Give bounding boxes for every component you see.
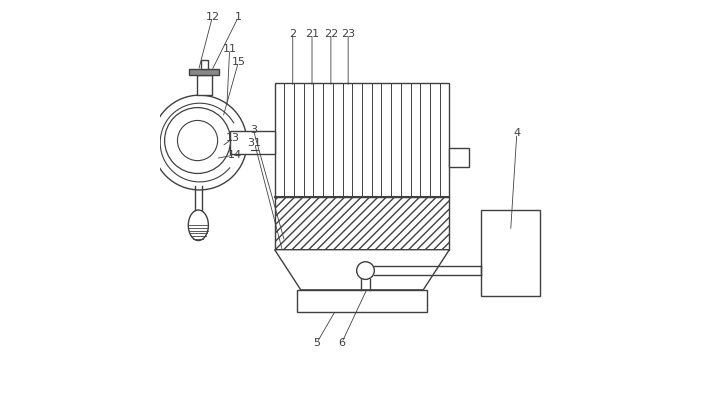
Text: 13: 13: [226, 133, 240, 143]
Circle shape: [178, 120, 217, 161]
Bar: [274, 83, 449, 197]
Circle shape: [357, 262, 374, 279]
Bar: [230, 131, 274, 154]
Text: 14: 14: [227, 150, 242, 160]
Text: 12: 12: [205, 12, 219, 22]
Text: 5: 5: [313, 338, 321, 348]
Bar: [196, 75, 212, 95]
Bar: [201, 60, 208, 69]
Polygon shape: [274, 250, 449, 290]
Text: 11: 11: [222, 44, 237, 54]
Text: 4: 4: [513, 128, 521, 138]
Circle shape: [165, 108, 230, 173]
Circle shape: [152, 95, 247, 190]
Text: 21: 21: [305, 29, 319, 39]
Ellipse shape: [188, 210, 209, 241]
Bar: [482, 210, 540, 296]
Text: 3: 3: [250, 125, 257, 135]
Bar: [297, 290, 427, 312]
Bar: [189, 69, 219, 75]
Bar: [449, 148, 469, 167]
Text: 1: 1: [235, 12, 242, 22]
Text: 23: 23: [341, 29, 355, 39]
Text: 15: 15: [232, 57, 245, 67]
Text: 22: 22: [323, 29, 338, 39]
Text: 31: 31: [248, 138, 261, 148]
Text: 2: 2: [290, 29, 296, 39]
Bar: [274, 197, 449, 250]
Text: 6: 6: [338, 338, 345, 348]
